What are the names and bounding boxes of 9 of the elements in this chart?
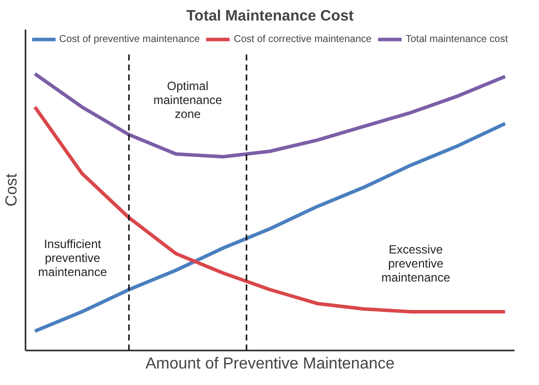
legend-label: Cost of preventive maintenance bbox=[59, 34, 200, 44]
legend-label: Cost of corrective maintenance bbox=[234, 34, 372, 44]
y-axis-title: Cost bbox=[4, 172, 20, 206]
annotation: Optimal maintenance zone bbox=[153, 79, 222, 122]
x-axis-title: Amount of Preventive Maintenance bbox=[145, 356, 395, 372]
annotation: Excessive preventive maintenance bbox=[381, 242, 450, 284]
annotation: Insufficient preventive maintenance bbox=[38, 236, 108, 279]
legend-label: Total maintenance cost bbox=[406, 34, 508, 44]
chart-title: Total Maintenance Cost bbox=[186, 8, 354, 24]
